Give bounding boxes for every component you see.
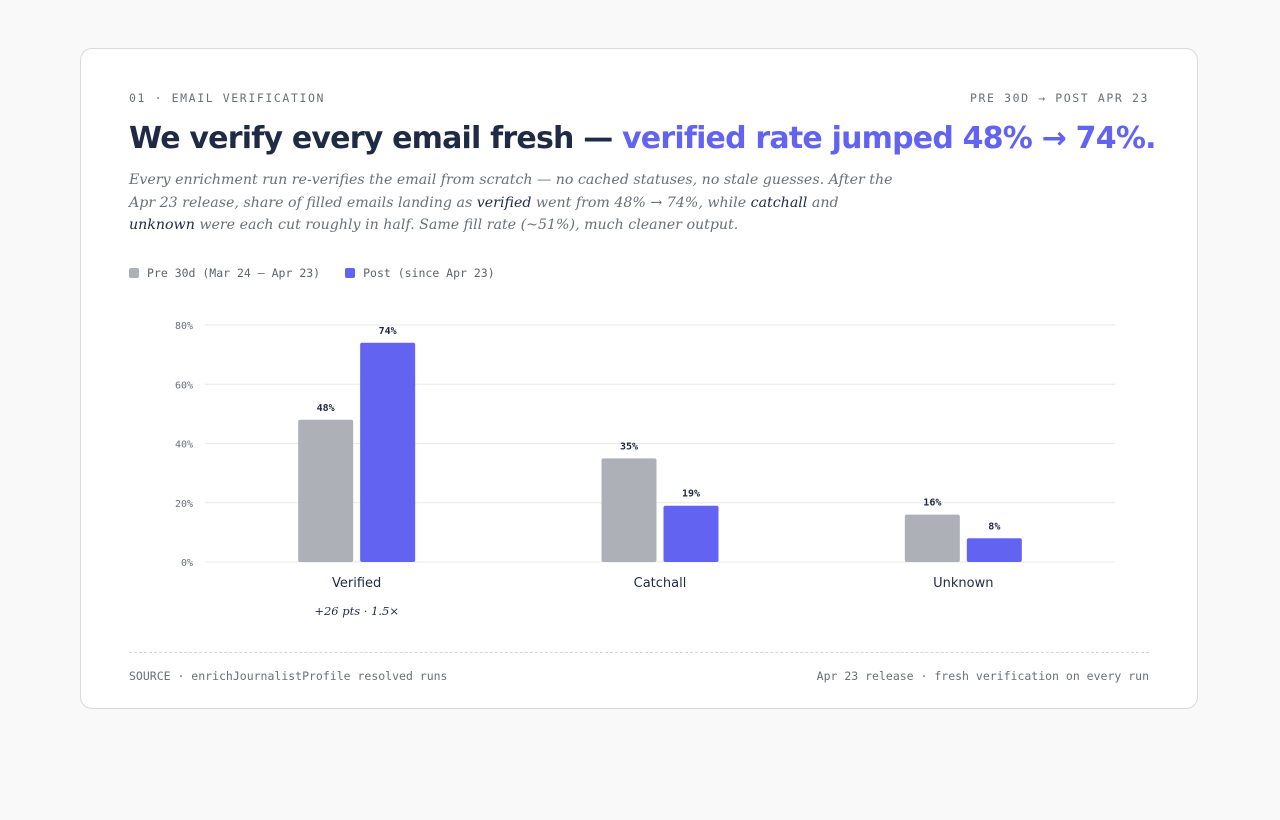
legend-swatch-pre bbox=[129, 268, 139, 278]
y-tick-label: 80% bbox=[175, 321, 193, 332]
title-accent: verified rate jumped 48% → 74%. bbox=[622, 121, 1156, 156]
legend-label-post: Post (since Apr 23) bbox=[363, 266, 495, 280]
chart-description: Every enrichment run re-verifies the ema… bbox=[129, 169, 899, 237]
bar bbox=[601, 458, 657, 562]
y-tick-label: 20% bbox=[175, 499, 193, 510]
subtitle-text-1: Every enrichment run re-verifies the ema… bbox=[129, 172, 893, 211]
title-main: We verify every email fresh — bbox=[129, 121, 623, 156]
data-label: 35% bbox=[620, 441, 638, 452]
x-tick-label: Catchall bbox=[634, 576, 687, 591]
data-label: 8% bbox=[988, 521, 1000, 532]
data-label: 19% bbox=[682, 489, 700, 500]
page-title: We verify every email fresh — verified r… bbox=[129, 121, 1156, 156]
release-note: Apr 23 release · fresh verification on e… bbox=[816, 669, 1149, 683]
period-eyebrow: PRE 30D → POST APR 23 bbox=[970, 91, 1149, 105]
bar-annotation: +26 pts · 1.5× bbox=[314, 604, 399, 618]
legend-item-pre: Pre 30d (Mar 24 – Apr 23) bbox=[129, 266, 320, 280]
legend-item-post: Post (since Apr 23) bbox=[345, 266, 495, 280]
bar-chart: 0% 20% 40% 60% 80% 48% 74% Verified +26 pts · 1.… bbox=[175, 321, 1115, 618]
source-note: SOURCE · enrichJournalistProfile resolve… bbox=[129, 669, 448, 683]
bar bbox=[904, 514, 960, 562]
bar bbox=[966, 538, 1022, 562]
footer-divider bbox=[129, 652, 1149, 653]
y-tick-label: 0% bbox=[181, 558, 193, 569]
chart-legend: Pre 30d (Mar 24 – Apr 23) Post (since Ap… bbox=[129, 266, 495, 280]
section-eyebrow: 01 · EMAIL VERIFICATION bbox=[129, 91, 326, 105]
bar bbox=[663, 505, 719, 562]
y-tick-label: 40% bbox=[175, 440, 193, 451]
bar bbox=[298, 419, 354, 562]
subtitle-text-3: and bbox=[807, 194, 839, 211]
legend-label-pre: Pre 30d (Mar 24 – Apr 23) bbox=[147, 266, 321, 280]
data-label: 74% bbox=[379, 326, 397, 337]
subtitle-em-catchall: catchall bbox=[750, 194, 808, 211]
subtitle-em-unknown: unknown bbox=[129, 217, 195, 233]
subtitle-text-2: went from 48% → 74%, while bbox=[531, 194, 751, 211]
y-tick-label: 60% bbox=[175, 380, 193, 391]
subtitle-em-verified: verified bbox=[476, 194, 532, 211]
data-label: 48% bbox=[317, 403, 335, 414]
data-label: 16% bbox=[923, 498, 941, 509]
x-tick-label: Unknown bbox=[933, 576, 993, 591]
legend-swatch-post bbox=[345, 268, 356, 278]
x-tick-label: Verified bbox=[332, 576, 381, 591]
chart-card: 01 · EMAIL VERIFICATION PRE 30D → POST A… bbox=[80, 48, 1198, 709]
subtitle-text-4: were each cut roughly in half. Same fill… bbox=[194, 217, 739, 233]
bar bbox=[360, 342, 416, 562]
